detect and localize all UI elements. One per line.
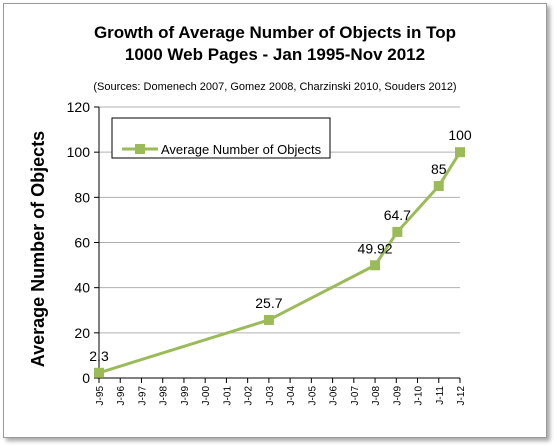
legend-marker-swatch	[135, 144, 145, 154]
data-point-marker	[263, 314, 274, 325]
x-tick-label: J-97	[137, 386, 148, 406]
chart-title-line2: 1000 Web Pages - Jan 1995-Nov 2012	[125, 45, 425, 64]
chart-frame: Growth of Average Number of Objects in T…	[3, 3, 547, 438]
x-tick-label: J-98	[159, 386, 170, 406]
axes	[94, 106, 461, 383]
x-tick-label: J-03	[265, 386, 276, 406]
y-tick-label: 80	[74, 189, 90, 205]
legend-label: Average Number of Objects	[161, 142, 322, 157]
y-tick-label: 120	[67, 99, 91, 115]
x-tick-label: J-04	[286, 386, 297, 406]
x-tick-label: J-02	[244, 386, 255, 406]
y-tick-label: 100	[67, 144, 91, 160]
x-tick-label: J-99	[180, 386, 191, 406]
x-tick-label: J-09	[392, 386, 403, 406]
x-tick-labels: J-95 J-96 J-97 J-98 J-99 J-00 J-01 J-02 J-03 J-04…	[95, 386, 467, 406]
data-point-marker	[433, 181, 444, 192]
y-tick-label: 60	[74, 235, 90, 251]
data-point-marker	[392, 226, 403, 237]
data-label: 49.92	[358, 240, 393, 256]
data-point-marker	[370, 260, 381, 271]
data-label: 85	[431, 161, 447, 177]
x-tick-label: J-95	[95, 386, 106, 406]
y-tick-label: 20	[74, 325, 90, 341]
y-tick-label: 40	[74, 280, 90, 296]
x-tick-label: J-08	[371, 386, 382, 406]
chart-title-line1: Growth of Average Number of Objects in T…	[94, 23, 456, 42]
series-line	[98, 151, 462, 375]
data-point-marker	[94, 367, 104, 378]
y-tick-label: 0	[82, 370, 90, 386]
x-tick-label: J-12	[456, 386, 467, 406]
x-tick-label: J-06	[329, 386, 340, 406]
legend: Average Number of Objects	[111, 117, 331, 159]
x-tick-label: J-01	[222, 386, 233, 406]
chart-subtitle: (Sources: Domenech 2007, Gomez 2008, Cha…	[93, 81, 456, 93]
series-average-number-of-objects	[94, 147, 465, 378]
data-point-marker	[455, 147, 465, 158]
x-tick-label: J-10	[414, 386, 425, 406]
y-tick-labels: 0 20 40 60 80 100 120	[67, 99, 91, 386]
data-label: 64.7	[384, 207, 411, 223]
x-tick-label: J-07	[350, 386, 361, 406]
legend-box	[111, 117, 331, 159]
data-label: 2.3	[89, 348, 109, 364]
y-axis-label: Average Number of Objects	[28, 131, 48, 367]
data-label: 100	[448, 127, 472, 143]
x-tick-label: J-96	[116, 386, 127, 406]
chart: Growth of Average Number of Objects in T…	[28, 23, 472, 406]
x-tick-label: J-00	[201, 386, 212, 406]
data-labels: 2.3 25.7 49.92 64.7 85 100	[89, 127, 472, 364]
x-tick-label: J-05	[307, 386, 318, 406]
data-label: 25.7	[255, 295, 282, 311]
x-tick-label: J-11	[435, 386, 446, 405]
